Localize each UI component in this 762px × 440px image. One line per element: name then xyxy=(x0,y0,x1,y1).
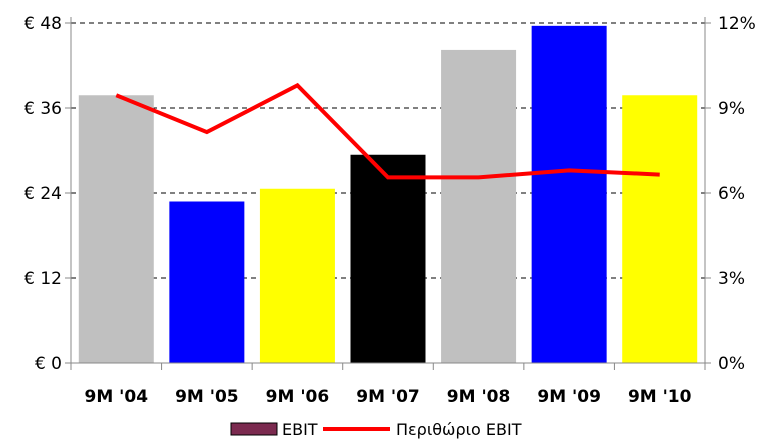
bars xyxy=(78,25,698,364)
category-label-2: 9M '06 xyxy=(266,387,330,407)
category-label-4: 9M '08 xyxy=(447,387,511,407)
left-tick-label-3: € 36 xyxy=(24,99,62,119)
category-label-3: 9M '07 xyxy=(356,387,420,407)
legend-swatch-ebit xyxy=(230,422,278,436)
legend-label-margin: Περιθώριο EBIT xyxy=(396,420,522,439)
category-label-1: 9M '05 xyxy=(175,387,239,407)
right-tick-label-0: 0% xyxy=(718,354,745,374)
left-tick-label-1: € 12 xyxy=(24,269,62,289)
left-tick-label-0: € 0 xyxy=(35,354,62,374)
right-tick-label-4: 12% xyxy=(718,14,756,34)
left-axis-ticks: € 0 € 12 € 24 € 36 € 48 xyxy=(24,14,62,374)
right-tick-label-1: 3% xyxy=(718,269,745,289)
left-tick-label-4: € 48 xyxy=(24,14,62,34)
category-label-6: 9M '10 xyxy=(628,387,692,407)
axes xyxy=(65,17,711,370)
bar-2 xyxy=(259,188,335,363)
bar-1 xyxy=(169,201,245,363)
right-tick-label-3: 9% xyxy=(718,99,745,119)
left-tick-label-2: € 24 xyxy=(24,184,62,204)
category-label-0: 9M '04 xyxy=(85,387,149,407)
legend-label-ebit: EBIT xyxy=(282,420,318,439)
right-tick-label-2: 6% xyxy=(718,184,745,204)
category-label-5: 9M '09 xyxy=(537,387,601,407)
margin-line-group xyxy=(115,82,660,180)
bar-5 xyxy=(531,25,607,363)
bar-0 xyxy=(78,95,154,363)
legend: EBIT Περιθώριο EBIT xyxy=(230,420,522,439)
bar-4 xyxy=(441,49,517,364)
category-labels: 9M '04 9M '05 9M '06 9M '07 9M '08 9M '09 9M '… xyxy=(85,387,692,407)
bar-6 xyxy=(622,95,698,363)
right-axis-ticks: 0% 3% 6% 9% 12% xyxy=(718,14,756,374)
bar-3 xyxy=(350,154,426,363)
